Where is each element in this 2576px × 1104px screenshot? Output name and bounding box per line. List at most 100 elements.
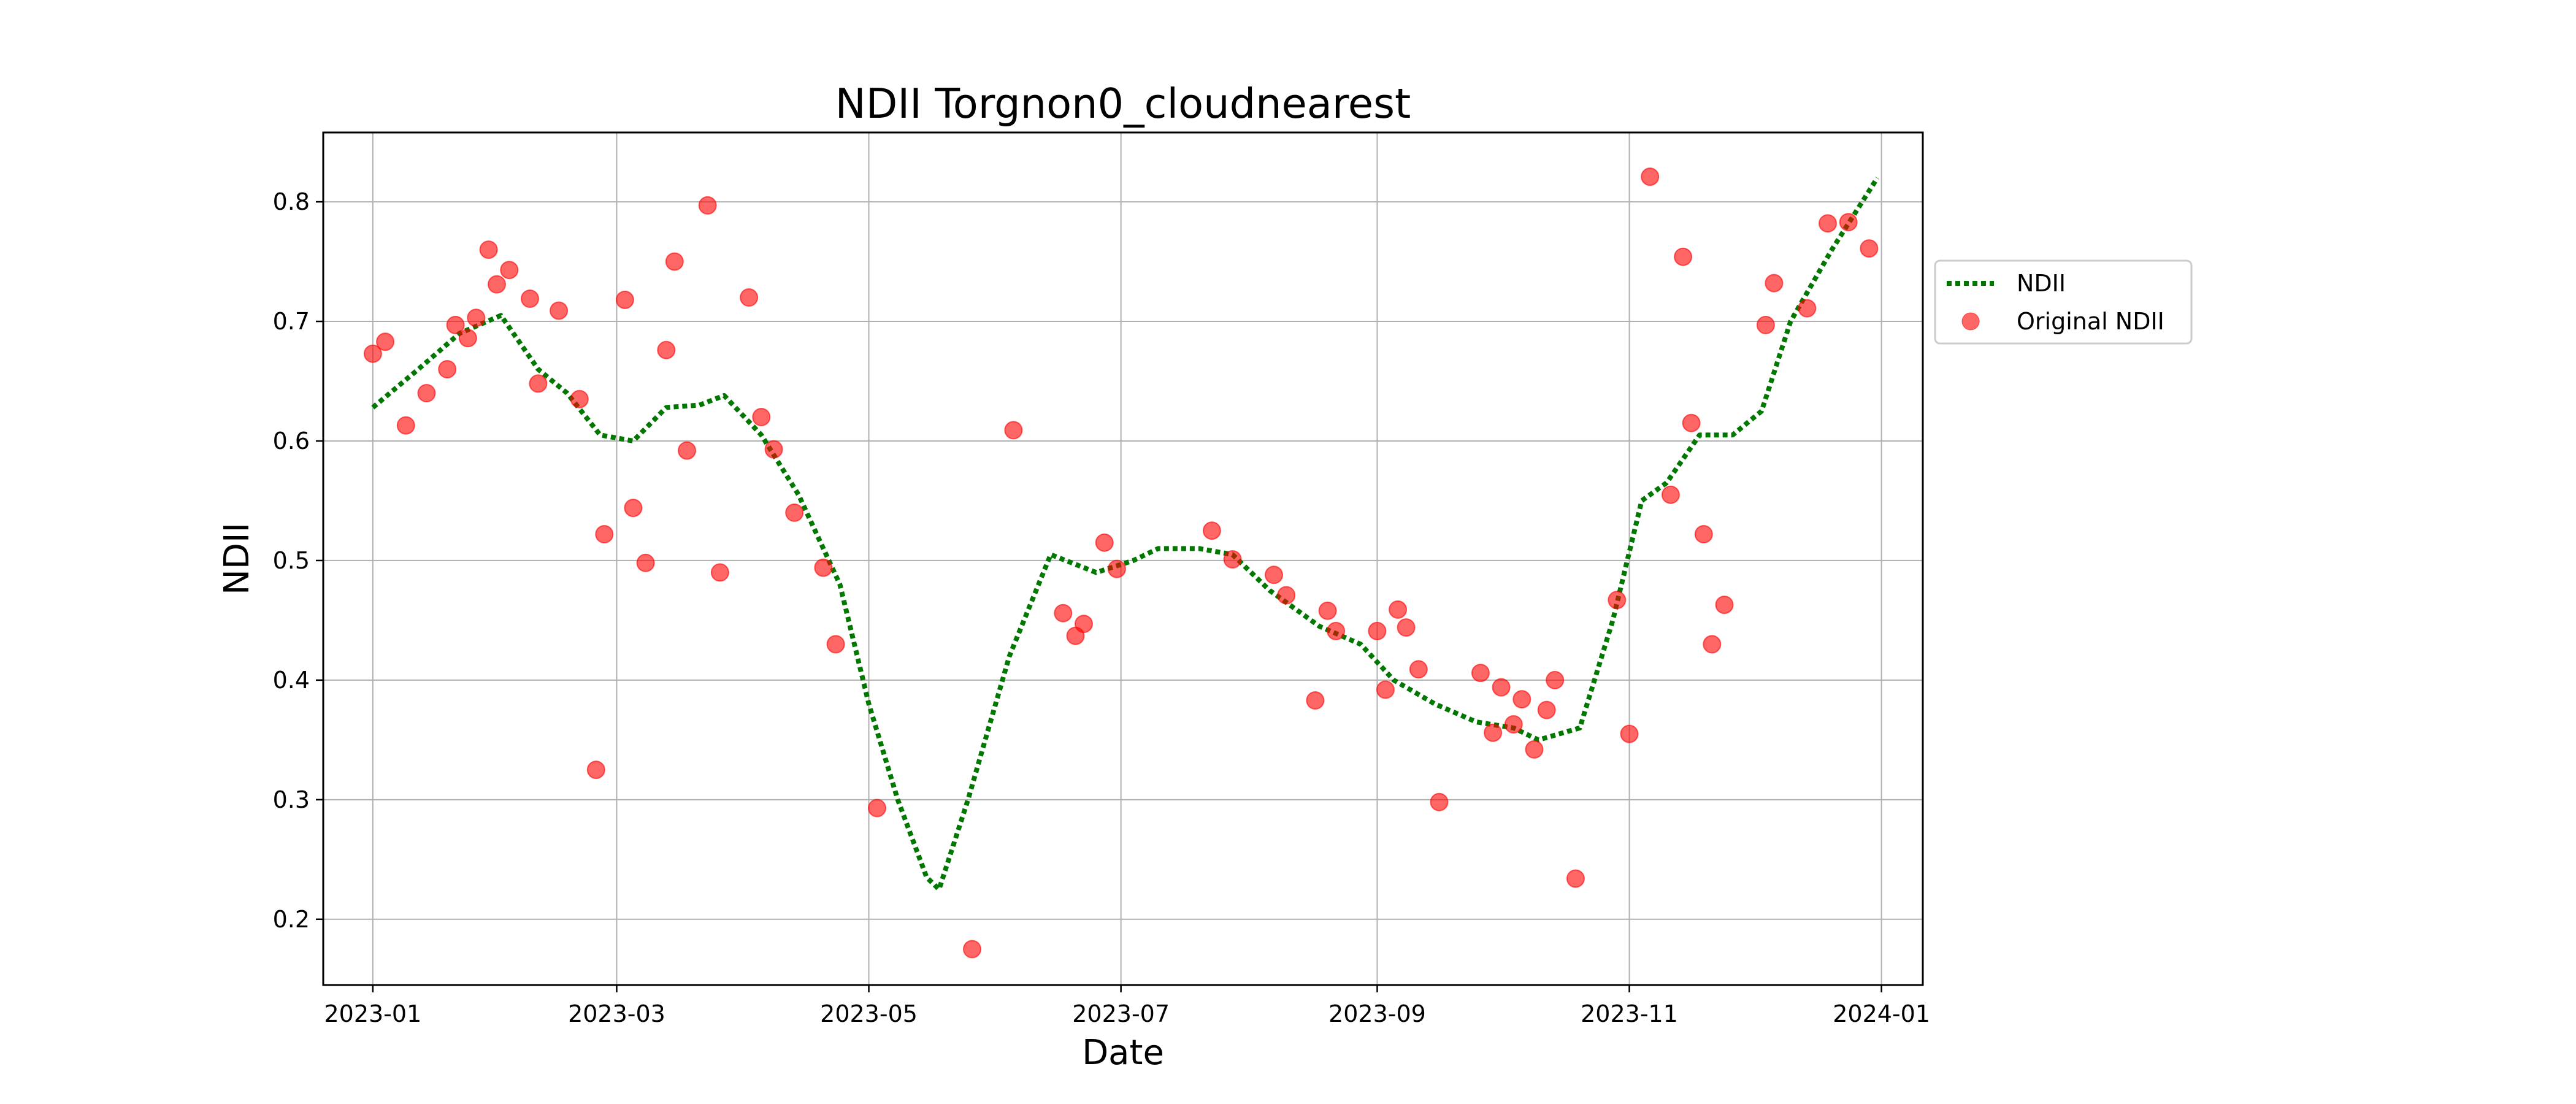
original-ndii-point [1682,413,1701,432]
x-tick-label: 2023-09 [1328,1000,1426,1027]
original-ndii-point [396,416,415,435]
x-tick-label: 2023-07 [1072,1000,1170,1027]
x-axis-title: Date [1082,1033,1164,1073]
original-ndii-point [488,275,506,294]
original-ndii-point [1202,521,1221,540]
original-ndii-point [1430,792,1449,811]
original-ndii-point [1107,559,1126,578]
original-ndii-point [1765,274,1784,293]
legend-point-swatch [1961,312,1980,331]
original-ndii-point [529,374,548,393]
original-ndii-point [1327,621,1346,640]
original-ndii-point [438,360,457,378]
original-ndii-point [814,558,833,577]
original-ndii-point [500,261,519,280]
original-ndii-point [467,309,486,328]
x-tick-label: 2023-05 [820,1000,918,1027]
plot-area-frame [322,131,1924,986]
original-ndii-point [1694,525,1713,543]
original-ndii-point [868,799,886,818]
original-ndii-point [417,384,436,402]
original-ndii-point [1265,565,1283,585]
original-ndii-point [1318,601,1337,620]
y-tick-label: 0.7 [273,308,310,335]
original-ndii-point [1223,550,1242,569]
original-ndii-point [1471,664,1490,683]
original-ndii-point [363,344,382,363]
y-axis-title: NDII [217,523,257,595]
legend-entry-original-ndii: Original NDII [2017,308,2164,335]
original-ndii-point [1075,615,1093,634]
x-tick-label: 2023-11 [1581,1000,1678,1027]
y-tick-label: 0.4 [273,667,310,694]
original-ndii-point [1095,533,1114,552]
original-ndii-point [963,940,981,959]
x-tick-label: 2024-01 [1833,1000,1930,1027]
original-ndii-point [1608,591,1627,610]
original-ndii-point [785,503,804,522]
x-tick-label: 2023-03 [568,1000,665,1027]
original-ndii-point [1397,618,1416,637]
original-ndii-point [636,553,655,572]
original-ndii-point [550,301,569,320]
original-ndii-point [1756,315,1775,334]
x-tick-label: 2023-01 [324,1000,421,1027]
axis-ticks: 2023-01 2023-03 2023-05 2023-07 2023-09 2023-… [273,188,1930,1027]
original-ndii-point [1537,700,1556,719]
original-ndii-point [1492,678,1511,697]
original-ndii-point [624,499,643,518]
original-ndii-point [665,252,684,271]
y-tick-label: 0.2 [273,906,310,933]
original-ndii-point [1368,621,1387,640]
original-ndii-point [826,635,845,654]
original-ndii-point [570,389,589,408]
original-ndii-point [764,440,783,459]
original-ndii-point [1715,596,1734,615]
original-ndii-point [586,761,605,780]
original-ndii-point [1566,869,1585,888]
original-ndii-point [1484,723,1503,742]
y-tick-label: 0.5 [273,547,310,574]
original-ndii-point [1277,586,1296,605]
chart-title: NDII Torgnon0_cloudnearest [835,80,1411,128]
y-tick-label: 0.6 [273,427,310,454]
original-ndii-point [458,329,477,348]
original-ndii-point [1004,421,1023,440]
original-ndii-point [1703,635,1722,654]
original-ndii-point [657,340,676,359]
original-ndii-point [1546,670,1565,689]
y-tick-label: 0.8 [273,188,310,215]
legend: NDII Original NDII [1934,259,2193,345]
legend-entry-ndii: NDII [2017,270,2066,297]
original-ndii-point [1798,299,1817,318]
original-ndii-point [1641,167,1660,186]
original-ndii-point [1376,680,1395,699]
original-ndii-point [1525,740,1544,759]
original-ndii-point [698,196,717,215]
original-ndii-point [521,289,539,308]
original-ndii-point [446,315,465,334]
original-ndii-point [1819,214,1837,233]
legend-box [1934,259,2193,345]
original-ndii-point [1512,690,1531,709]
original-ndii-point [1860,239,1879,258]
original-ndii-point [595,525,614,543]
original-ndii-point [752,408,771,426]
ndii-line-path [371,176,1880,892]
y-tick-label: 0.3 [273,786,310,813]
original-ndii-point [479,240,498,259]
ndii-series-line [371,176,1880,892]
original-ndii-point [615,290,634,309]
original-ndii-point [376,332,395,351]
original-ndii-point [1389,600,1408,619]
original-ndii-point [1839,213,1858,232]
original-ndii-point [710,563,729,582]
original-ndii-point [1674,247,1693,266]
original-ndii-point [678,441,696,460]
original-ndii-point [1054,604,1073,623]
original-ndii-point [740,288,759,307]
original-ndii-point [1306,691,1325,710]
original-ndii-point [1620,724,1639,743]
